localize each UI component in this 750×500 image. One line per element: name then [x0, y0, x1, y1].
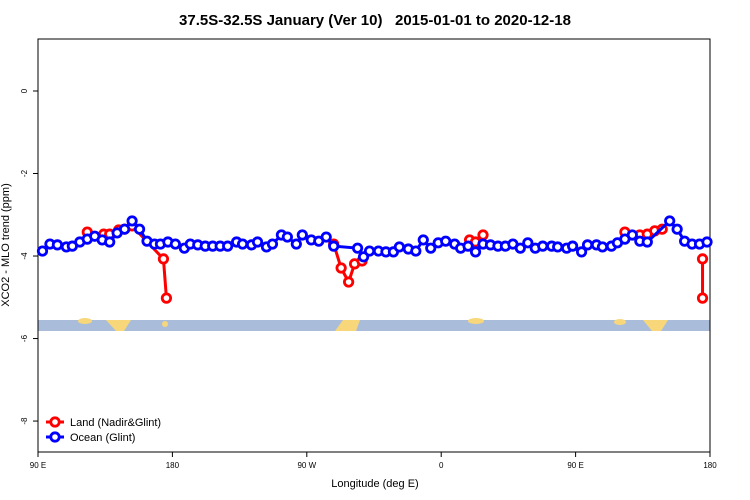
data-point [664, 215, 676, 227]
data-point [236, 238, 249, 250]
y-tick-label: -2 [20, 169, 29, 177]
data-point [567, 240, 579, 252]
data-point [514, 242, 526, 254]
data-point [157, 253, 170, 265]
data-point [328, 240, 340, 252]
data-point [119, 223, 131, 235]
data-point [133, 223, 146, 235]
legend-swatch-marker [49, 431, 61, 443]
data-point [251, 236, 264, 248]
x-tick-label: 90 E [30, 461, 46, 470]
y-tick-label: -8 [20, 417, 29, 425]
land-patch [335, 320, 360, 331]
data-point [596, 241, 609, 253]
x-tick-label: 90 E [567, 461, 583, 470]
data-point [575, 246, 588, 258]
data-point [320, 231, 332, 243]
data-point [363, 245, 376, 257]
data-point [462, 240, 474, 252]
chart-title: 37.5S-32.5S January (Ver 10) 2015-01-01 … [179, 12, 571, 29]
data-point [417, 234, 429, 246]
y-tick-label: -6 [20, 334, 29, 342]
data-point [701, 236, 713, 248]
data-point [626, 229, 638, 241]
legend-swatch-marker [49, 416, 61, 428]
legend-label: Ocean (Glint) [70, 432, 135, 444]
land-patch [643, 320, 668, 331]
land-patch [162, 321, 168, 327]
data-point [343, 276, 355, 288]
x-tick-label: 90 W [297, 461, 316, 470]
data-point [696, 292, 709, 304]
data-point [351, 242, 364, 254]
data-point [671, 223, 683, 235]
data-point [552, 241, 564, 253]
data-point [410, 245, 422, 257]
data-point [290, 238, 302, 250]
land-patch [106, 320, 131, 331]
x-tick-label: 0 [439, 461, 444, 470]
data-point [440, 235, 452, 247]
data-point [222, 240, 234, 252]
map-strip [38, 318, 710, 331]
data-point [522, 237, 534, 249]
y-axis-label: XCO2 - MLO trend (ppm) [0, 183, 12, 306]
data-point [469, 246, 482, 258]
land-patch [468, 318, 484, 324]
data-point [51, 239, 64, 251]
data-point [537, 240, 549, 252]
data-point [393, 241, 405, 253]
data-point [169, 238, 181, 250]
x-tick-label: 180 [703, 461, 717, 470]
y-tick-label: -4 [20, 252, 29, 260]
x-tick-label: 180 [166, 461, 180, 470]
x-axis-label: Longitude (deg E) [331, 478, 418, 490]
data-point [266, 238, 279, 250]
data-point [104, 236, 116, 248]
data-point [335, 262, 347, 274]
data-point [296, 229, 308, 241]
series-line [87, 224, 705, 299]
data-point [425, 242, 437, 254]
data-point [581, 239, 594, 251]
data-point [696, 253, 709, 265]
ocean-strip [38, 320, 710, 331]
legend-label: Land (Nadir&Glint) [70, 417, 161, 429]
y-tick-label: 0 [20, 88, 29, 93]
land-patch [78, 318, 92, 324]
data-point [126, 215, 138, 227]
data-point [477, 229, 489, 241]
data-point [160, 292, 173, 304]
legend: Land (Nadir&Glint) Ocean (Glint) [46, 416, 161, 444]
data-point [36, 245, 49, 257]
data-point [281, 231, 293, 243]
data-point [641, 236, 653, 248]
land-patch [614, 319, 626, 325]
